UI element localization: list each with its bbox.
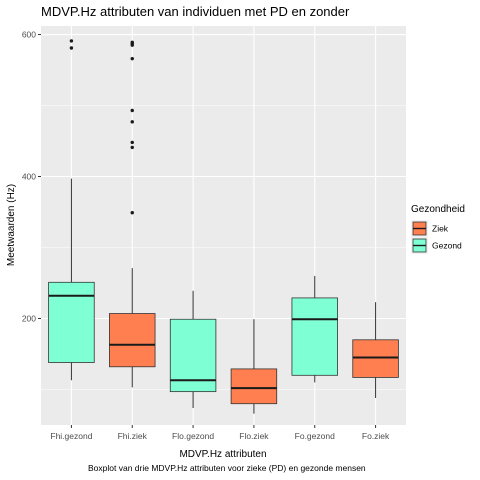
- box-Flo.gezond: [169, 290, 217, 408]
- outlier-point: [130, 108, 134, 113]
- outlier-point: [130, 145, 134, 150]
- chart-title: MDVP.Hz attributen van individuen met PD…: [41, 4, 350, 19]
- box-body: [109, 313, 156, 368]
- chart-caption: Boxplot van drie MDVP.Hz attributen voor…: [88, 463, 366, 473]
- x-tick-label: Fhi.gezond: [50, 431, 92, 441]
- y-axis: 200 400 600: [22, 30, 41, 324]
- outlier-point: [130, 120, 134, 124]
- box-Fhi.gezond: [48, 39, 95, 381]
- outlier-point: [130, 140, 134, 145]
- box-body: [291, 297, 338, 376]
- legend-item-ziek: Ziek: [411, 220, 449, 237]
- outlier-point: [69, 39, 74, 43]
- legend: Gezondheid Ziek Gezond: [411, 204, 465, 254]
- x-tick-label: Fo.ziek: [362, 431, 390, 441]
- y-tick-label: 400: [22, 172, 36, 182]
- box-Fo.gezond: [291, 275, 338, 383]
- x-tick-label: Fo.gezond: [295, 431, 335, 441]
- box-body: [230, 368, 278, 405]
- x-axis-title: MDVP.Hz attributen: [179, 449, 266, 460]
- outlier-point: [130, 211, 134, 215]
- outlier-point: [130, 40, 134, 45]
- x-tick-label: Flo.ziek: [239, 431, 269, 441]
- outlier-point: [130, 56, 134, 61]
- box-Fhi.ziek: [109, 40, 156, 388]
- outlier-point: [69, 46, 74, 50]
- y-tick-label: 600: [22, 30, 36, 40]
- box-Fo.ziek: [352, 302, 399, 399]
- y-axis-title: Meetwaarden (Hz): [6, 184, 17, 266]
- box-body: [48, 281, 95, 363]
- legend-label: Gezond: [432, 241, 462, 251]
- plot-panel: [41, 26, 406, 425]
- box-body: [352, 339, 399, 378]
- x-tick-label: Fhi.ziek: [118, 431, 148, 441]
- boxes: [48, 39, 399, 414]
- legend-label: Ziek: [432, 224, 449, 234]
- x-axis: Fhi.gezond Fhi.ziek Flo.gezond Flo.ziek Fo.g…: [50, 425, 390, 441]
- y-tick-label: 200: [22, 314, 36, 324]
- legend-item-gezond: Gezond: [411, 237, 462, 254]
- x-tick-label: Flo.gezond: [172, 431, 214, 441]
- box-Flo.ziek: [230, 319, 278, 414]
- legend-title: Gezondheid: [411, 204, 465, 215]
